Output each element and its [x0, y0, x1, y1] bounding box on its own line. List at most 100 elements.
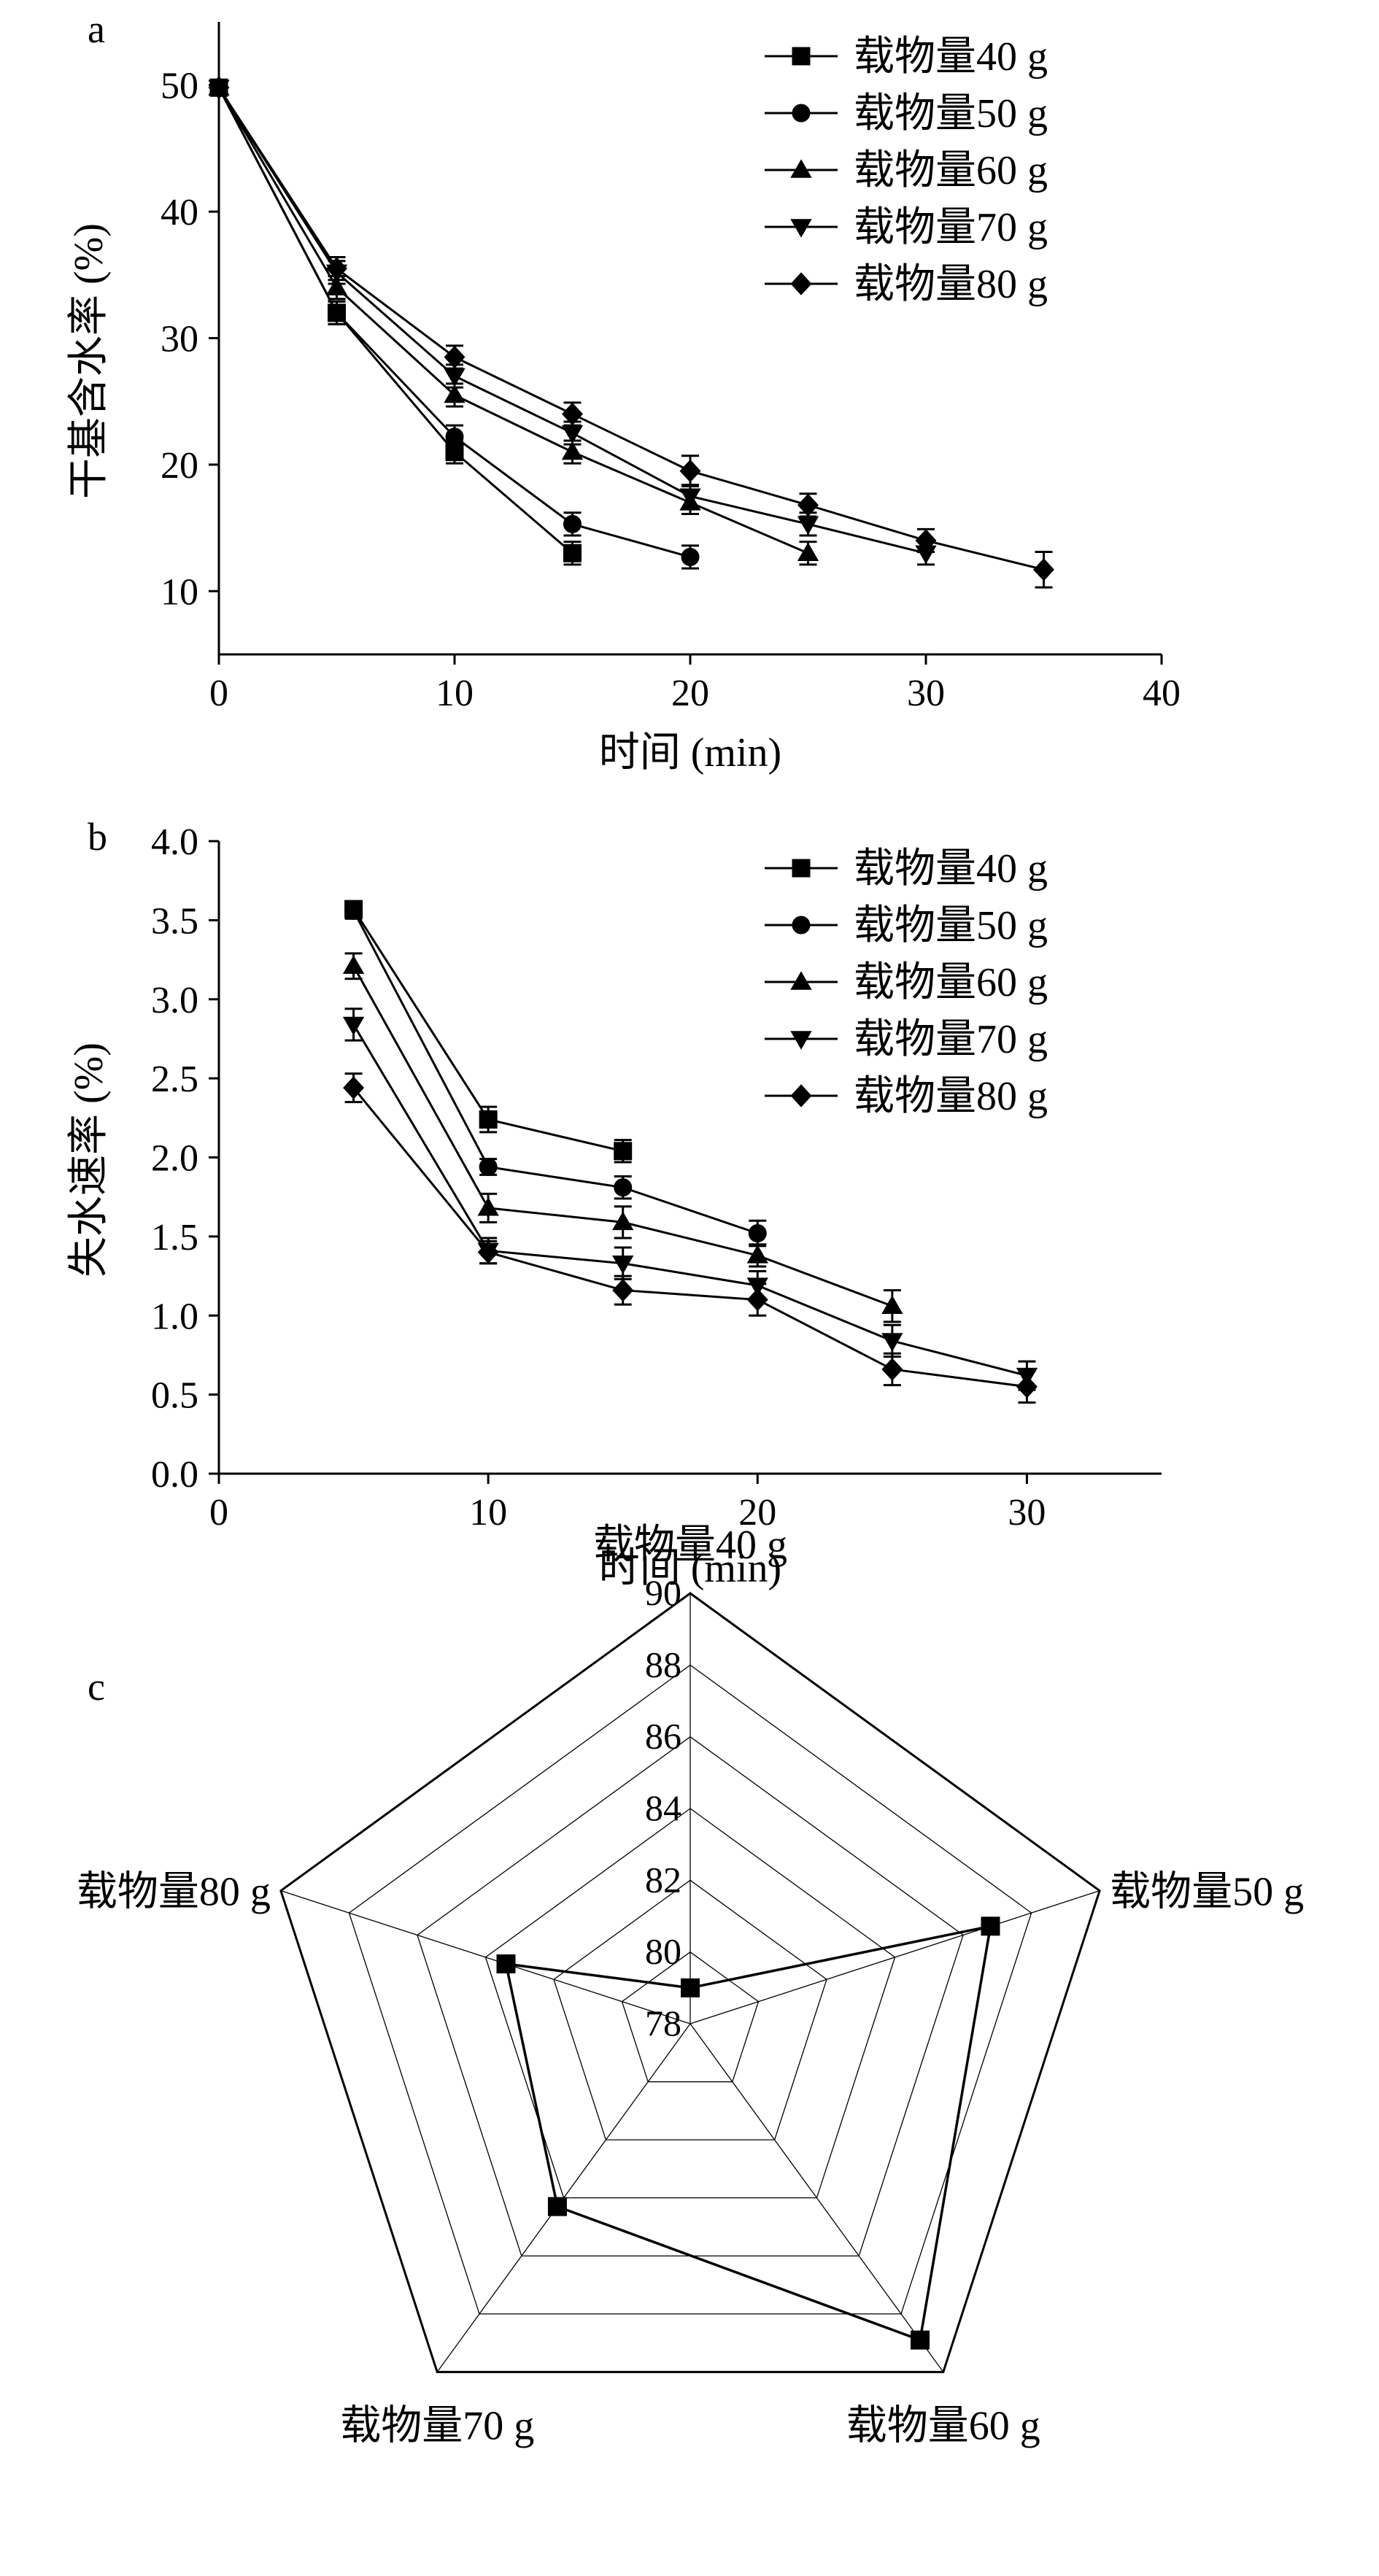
data-point	[681, 547, 700, 566]
legend-entry: 载物量50 g	[765, 91, 1048, 136]
y-tick-label: 30	[161, 319, 198, 360]
x-tick-label: 40	[1143, 673, 1181, 714]
panel-a-plot-area: 0 10 20 30 40 10 20 30 40 50 载物量40 g 载物量50 g 载物量60 g…	[161, 22, 1181, 714]
data-point	[881, 1295, 903, 1314]
data-point	[208, 76, 230, 99]
data-point	[797, 493, 819, 517]
radar-data-point	[547, 2197, 567, 2216]
radar-tick-label: 86	[645, 1716, 681, 1757]
x-tick-label: 30	[1008, 1492, 1046, 1533]
series-line	[352, 1087, 1027, 1388]
radar-tick-label: 84	[645, 1787, 681, 1828]
radar-data-point	[981, 1916, 1000, 1936]
radar-data-point	[681, 1978, 700, 1997]
legend-entry: 载物量70 g	[765, 1017, 1048, 1062]
series-60-g	[342, 952, 903, 1323]
x-tick-label: 20	[738, 1492, 776, 1533]
radar-tick-label: 90	[645, 1572, 681, 1613]
legend-marker	[790, 1084, 812, 1107]
radar-axis-label: 载物量70 g	[340, 2403, 534, 2448]
legend-marker	[790, 219, 812, 238]
legend-marker	[790, 971, 812, 990]
legend-marker	[790, 1031, 812, 1050]
data-point	[561, 441, 584, 460]
x-tick-label: 0	[209, 1492, 228, 1533]
data-point	[444, 384, 466, 403]
legend-entry: 载物量70 g	[765, 205, 1048, 250]
panel-a-y-axis-title: 干基含水率 (%)	[66, 223, 112, 499]
data-point	[614, 1178, 633, 1197]
data-point	[562, 402, 583, 426]
data-point	[612, 1278, 634, 1302]
legend-entry: 载物量60 g	[765, 960, 1048, 1005]
data-point	[477, 1197, 499, 1216]
panel-b-x-axis-title: 时间 (min)	[599, 1546, 781, 1591]
radar-data-point	[496, 1954, 516, 1973]
x-tick-label: 10	[436, 673, 474, 714]
legend-entry: 载物量80 g	[765, 1074, 1048, 1119]
legend-marker	[790, 272, 812, 295]
data-point	[344, 901, 363, 920]
radar-data-outline	[504, 1925, 992, 2342]
data-point	[342, 955, 365, 974]
radar-grid-ring	[348, 1664, 1032, 2315]
y-tick-label: 3.5	[151, 900, 198, 942]
series-80-g	[208, 76, 1054, 589]
data-point	[679, 488, 701, 508]
data-point	[612, 1256, 634, 1275]
data-point	[748, 1224, 767, 1243]
y-tick-label: 3.0	[151, 980, 198, 1021]
data-point	[479, 1110, 498, 1129]
panel-b-y-axis-title: 失水速率 (%)	[66, 1043, 112, 1277]
legend-label: 载物量80 g	[854, 1074, 1048, 1119]
data-point	[1033, 558, 1054, 581]
data-point	[445, 428, 464, 446]
radar-tick-label: 82	[645, 1859, 681, 1900]
data-point	[1016, 1375, 1038, 1399]
y-tick-label: 4.0	[151, 821, 198, 863]
data-point	[563, 514, 582, 533]
y-tick-label: 2.0	[151, 1138, 198, 1180]
radar-tick-label: 80	[645, 1931, 681, 1972]
legend-marker	[790, 159, 812, 178]
radar-spoke	[690, 2023, 944, 2372]
data-point	[343, 1076, 365, 1099]
legend-marker	[792, 104, 811, 123]
panel-b-letter: b	[88, 815, 107, 859]
legend-label: 载物量60 g	[854, 960, 1048, 1005]
x-tick-label: 30	[907, 673, 945, 714]
legend-label: 载物量80 g	[854, 262, 1048, 307]
data-point	[477, 1240, 499, 1264]
radar-grid-ring	[553, 1879, 827, 2140]
series-line	[217, 87, 1044, 571]
legend-label: 载物量70 g	[854, 205, 1048, 250]
y-tick-label: 1.5	[151, 1217, 198, 1258]
legend: 载物量40 g 载物量50 g 载物量60 g 载物量70 g 载物量80 g	[765, 34, 1048, 307]
data-point	[881, 1358, 903, 1381]
legend-marker	[792, 916, 811, 935]
series-line	[352, 910, 758, 1234]
legend-entry: 载物量40 g	[765, 34, 1048, 80]
radar-axis-label: 载物量80 g	[77, 1870, 271, 1915]
data-point	[326, 257, 347, 280]
legend-label: 载物量40 g	[854, 34, 1048, 80]
panel-a-x-axis-title: 时间 (min)	[599, 730, 781, 775]
legend-marker	[792, 47, 811, 66]
y-tick-label: 20	[161, 445, 198, 487]
panel-c-letter: c	[88, 1665, 105, 1709]
y-tick-label: 2.5	[151, 1059, 198, 1100]
series-50-g	[344, 901, 767, 1248]
radar-grid-ring	[621, 1951, 760, 2083]
radar-tick-label: 88	[645, 1644, 681, 1685]
radar-spoke	[280, 1890, 691, 2024]
legend-label: 载物量70 g	[854, 1017, 1048, 1062]
legend-marker	[792, 859, 811, 878]
radar-axis-label: 载物量40 g	[593, 1523, 787, 1568]
data-point	[746, 1288, 768, 1312]
data-point	[612, 1211, 634, 1231]
legend-entry: 载物量60 g	[765, 148, 1048, 193]
series-80-g	[343, 1072, 1038, 1404]
